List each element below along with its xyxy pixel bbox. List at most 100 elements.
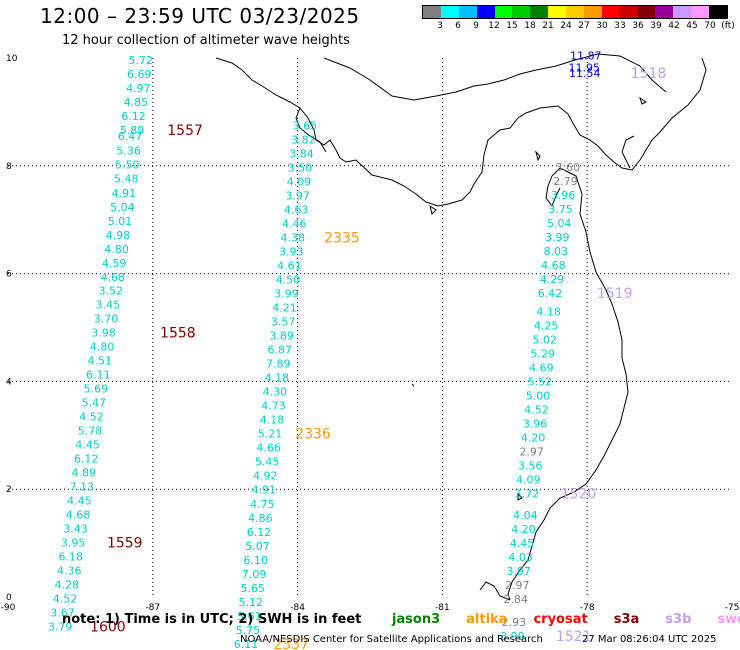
wave-height-label: 8.03 (544, 245, 569, 258)
wave-height-label: 4.21 (272, 302, 297, 315)
color-scale-label: 27 (578, 21, 590, 31)
wave-height-label: 4.98 (106, 229, 131, 242)
wave-height-label: 3.96 (523, 417, 548, 430)
pass-time-label: 2337 (273, 637, 309, 650)
pass-time-labels: 1557 1558 1559 1600 2335 2336 2337 1518 1519 1520… (90, 66, 666, 650)
y-tick-label: 2 (6, 485, 12, 495)
color-scale-legend: 3 6 9 12 15 18 21 24 27 30 33 36 39 42 45 70 (ft) (422, 5, 735, 37)
wave-height-label: 6.12 (121, 110, 146, 123)
island-malpelo (411, 383, 415, 387)
wave-height-label: 3.97 (506, 565, 531, 578)
wave-height-label: 5.72 (128, 54, 153, 67)
wave-height-label: 4.73 (261, 400, 286, 413)
wave-height-label: 3.95 (61, 537, 86, 550)
y-tick-label: 4 (6, 377, 12, 387)
y-tick-label: 8 (6, 162, 12, 172)
wave-height-label: 4.09 (516, 473, 541, 486)
pass-time-label: 1521 (556, 629, 592, 645)
wave-height-label: 4.29 (540, 273, 565, 286)
wave-height-label: 5.52 (528, 375, 553, 388)
wave-height-label: 5.50 (115, 159, 140, 172)
wave-height-label: 4.61 (277, 260, 302, 273)
color-scale-label: 36 (632, 21, 644, 31)
wave-height-label: 5.78 (78, 424, 103, 437)
wave-height-label: 3.99 (545, 231, 570, 244)
wave-height-label: 4.66 (256, 442, 281, 455)
pass-time-label: 1520 (561, 487, 597, 503)
island-coiba (429, 204, 437, 215)
color-scale-label: 33 (614, 21, 626, 31)
wave-height-label: 3.75 (548, 203, 573, 216)
wave-height-label: 4.91 (252, 484, 277, 497)
wave-height-label: 3.43 (63, 523, 88, 536)
wave-height-label: 11.95 (569, 62, 601, 75)
wave-height-label: 4.75 (250, 498, 275, 511)
color-scale-labels: 3 6 9 12 15 18 21 24 27 30 33 36 39 42 45 70 (ft) (422, 19, 735, 33)
wave-height-label: 3.98 (91, 326, 116, 339)
wave-height-label: 6.47 (118, 130, 143, 143)
color-scale-label: 6 (455, 21, 461, 31)
wave-height-label: 4.69 (529, 361, 554, 374)
wave-height-label: 4.50 (276, 274, 301, 287)
color-swatch (691, 6, 709, 18)
wave-height-label: 3.99 (500, 630, 525, 643)
wave-height-label: 4.68 (541, 259, 566, 272)
wave-height-label: 7.13 (70, 481, 95, 494)
wave-height-label: 4.30 (263, 386, 288, 399)
wave-height-label: 4.68 (100, 271, 125, 284)
wave-height-label: 4.92 (253, 470, 278, 483)
wave-height-label: 3.82 (291, 133, 316, 146)
island-gorgona (517, 492, 523, 501)
wave-height-label: 5.04 (110, 201, 135, 214)
wave-height-label: 2.79 (553, 175, 578, 188)
wave-height-label: 4.38 (281, 231, 306, 244)
pass-time-label: 1600 (90, 620, 126, 636)
wave-height-label: 2.93 (502, 616, 527, 629)
wave-height-label: 5.75 (236, 624, 261, 637)
wave-height-label: 4.18 (265, 372, 290, 385)
wave-height-label: 3.97 (285, 189, 310, 202)
wave-height-label: 4.18 (260, 414, 285, 427)
color-swatch (709, 6, 727, 18)
color-scale-label: 39 (650, 21, 662, 31)
wave-height-label: 3.84 (289, 147, 314, 160)
color-swatch (601, 6, 620, 18)
wave-height-label: 3.52 (99, 284, 124, 297)
generated-timestamp: 27 Mar 08:26:04 UTC 2025 (582, 634, 717, 645)
wave-height-label: 4.52 (524, 403, 549, 416)
color-swatch (530, 6, 549, 18)
wave-height-label: 3.45 (96, 298, 121, 311)
y-tick-label: 10 (6, 54, 18, 64)
wave-height-label: 3.99 (274, 288, 299, 301)
wave-height-label: 5.01 (108, 215, 133, 228)
wave-height-label: 4.52 (79, 410, 104, 423)
graticule (8, 58, 732, 597)
color-scale-label: 21 (542, 21, 554, 31)
wave-height-label: 2.84 (504, 593, 529, 606)
wave-height-label: 4.89 (72, 466, 97, 479)
wave-height-values: 5.726.694.974.856.125.896.475.365.505.48… (48, 49, 602, 650)
coastline-ecuador (479, 581, 511, 601)
x-tick-label: -84 (290, 603, 305, 613)
color-scale-label: 3 (437, 21, 443, 31)
island-pearl (535, 150, 541, 162)
credit-line: NOAA/NESDIS Center for Satellite Applica… (240, 634, 543, 645)
pass-time-label: 1558 (160, 325, 196, 341)
color-scale-label: 30 (596, 21, 608, 31)
color-swatch (548, 6, 566, 18)
y-tick-label: 6 (6, 270, 12, 280)
x-tick-label: -81 (435, 603, 450, 613)
wave-height-label: 3.67 (50, 607, 75, 620)
color-swatch (673, 6, 692, 18)
wave-height-label: 5.69 (84, 382, 109, 395)
wave-height-label: 4.63 (284, 203, 309, 216)
color-scale-label: (ft) (721, 21, 735, 31)
wave-height-label: 6.87 (267, 344, 292, 357)
wave-height-label: 2.97 (505, 579, 530, 592)
color-swatch (583, 6, 602, 18)
pass-time-label: 2335 (324, 230, 360, 246)
wave-height-label: 3.56 (518, 459, 543, 472)
mission-jason3-label: jason3 (391, 612, 441, 627)
wave-height-label: 4.45 (510, 537, 535, 550)
